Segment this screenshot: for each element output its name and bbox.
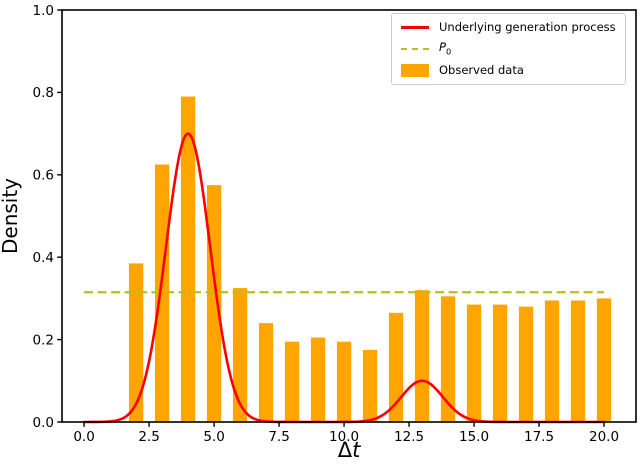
y-tick-label: 0.0 xyxy=(33,415,54,431)
solid-red-line-swatch xyxy=(401,26,429,29)
observed-data-bar xyxy=(128,263,144,422)
observed-data-bar xyxy=(336,341,352,422)
x-tick-label: 15.0 xyxy=(459,429,489,445)
observed-data-bar xyxy=(310,337,326,422)
y-tick-label: 0.2 xyxy=(33,332,54,348)
observed-data-bar xyxy=(596,298,612,422)
x-tick-label: 12.5 xyxy=(394,429,424,445)
legend-label-generation-process: Underlying generation process xyxy=(439,20,616,34)
observed-data-bar xyxy=(518,306,534,422)
observed-data-bar xyxy=(544,300,560,422)
x-tick-label: 7.5 xyxy=(268,429,289,445)
observed-data-bar xyxy=(232,288,248,422)
observed-data-bar xyxy=(284,341,300,422)
legend-item-observed-data: Observed data xyxy=(401,63,616,78)
observed-data-bar xyxy=(466,304,482,422)
y-tick-label: 0.6 xyxy=(33,168,54,184)
legend-item-generation-process: Underlying generation process xyxy=(401,20,616,34)
x-axis-label: Δt xyxy=(338,438,361,462)
legend-item-p0: P0 xyxy=(401,41,616,57)
observed-data-bar xyxy=(414,290,430,422)
x-tick-label: 20.0 xyxy=(589,429,619,445)
dashed-olive-line-swatch xyxy=(401,48,429,51)
y-tick-label: 0.4 xyxy=(33,250,54,266)
x-tick-label: 0.0 xyxy=(73,429,94,445)
legend-label-observed-data: Observed data xyxy=(439,63,524,78)
orange-patch-swatch xyxy=(401,64,429,78)
observed-data-bar xyxy=(570,300,586,422)
observed-data-bar xyxy=(388,312,404,422)
x-tick-label: 17.5 xyxy=(524,429,554,445)
observed-data-bar xyxy=(362,349,378,422)
x-tick-label: 2.5 xyxy=(138,429,159,445)
y-tick-label: 1.0 xyxy=(33,3,54,19)
observed-data-bar xyxy=(492,304,508,422)
observed-data-bar xyxy=(154,164,170,422)
legend: Underlying generation process P0 Observe… xyxy=(391,13,626,86)
axes-spines xyxy=(61,9,637,423)
observed-data-bar xyxy=(180,96,196,423)
x-tick-label: 5.0 xyxy=(203,429,224,445)
y-tick-label: 0.8 xyxy=(33,85,54,101)
x-tick-label: 10.0 xyxy=(329,429,359,445)
observed-data-bar xyxy=(258,323,274,422)
y-axis-label: Density xyxy=(0,178,22,254)
observed-data-bar xyxy=(206,185,222,422)
observed-data-bar xyxy=(440,296,456,422)
legend-label-p0: P0 xyxy=(439,40,452,57)
